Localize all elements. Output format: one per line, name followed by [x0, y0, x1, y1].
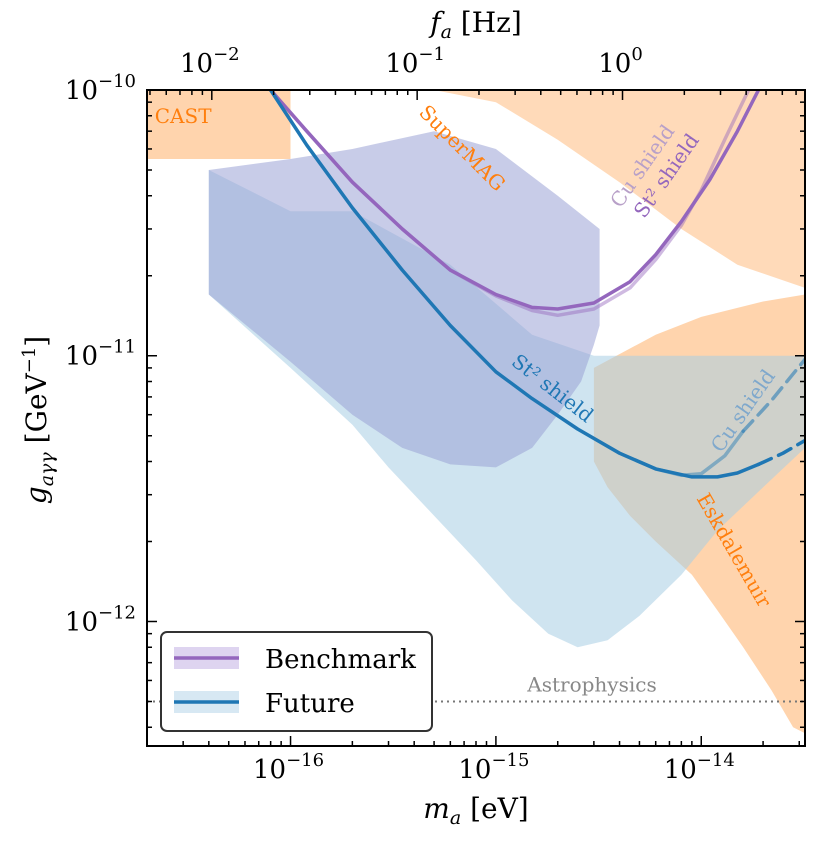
x-axis-label: ma [eV] — [423, 792, 528, 829]
x-tick-label-0: 10−16 — [253, 750, 324, 785]
series-benchmark-line — [268, 90, 761, 311]
region-supermag — [208, 90, 805, 288]
y-axis-label: gaγγ [GeV−1] — [19, 336, 58, 504]
top-axis-label: fa [Hz] — [428, 6, 522, 43]
series-future-cu-shield-line — [617, 429, 745, 478]
top-tick-label-0: 10−2 — [180, 44, 240, 79]
series-future-extension-line — [756, 438, 805, 467]
region-cast — [147, 90, 291, 159]
region-benchmark — [208, 131, 600, 468]
top-tick-label-2: 100 — [598, 44, 643, 79]
y-tick-label-1: 10−11 — [65, 337, 136, 372]
series-benchmark-cu-shield-line — [268, 90, 751, 318]
top-tick-label-1: 10−1 — [385, 44, 445, 79]
astrophysics-label: Astrophysics — [526, 672, 656, 696]
legend-label-future: Future — [265, 689, 355, 719]
x-tick-label-1: 10−15 — [458, 750, 529, 785]
y-tick-label-2: 10−12 — [65, 602, 136, 637]
annotation-cast-0: CAST — [155, 104, 212, 128]
legend-label-benchmark: Benchmark — [265, 645, 416, 675]
series-future-cu-shield-extension-line — [741, 357, 805, 433]
series-future-line — [268, 90, 761, 479]
y-tick-label-0: 10−10 — [65, 71, 136, 106]
x-tick-label-2: 10−14 — [664, 750, 735, 785]
legend: Benchmark Future — [160, 631, 433, 732]
